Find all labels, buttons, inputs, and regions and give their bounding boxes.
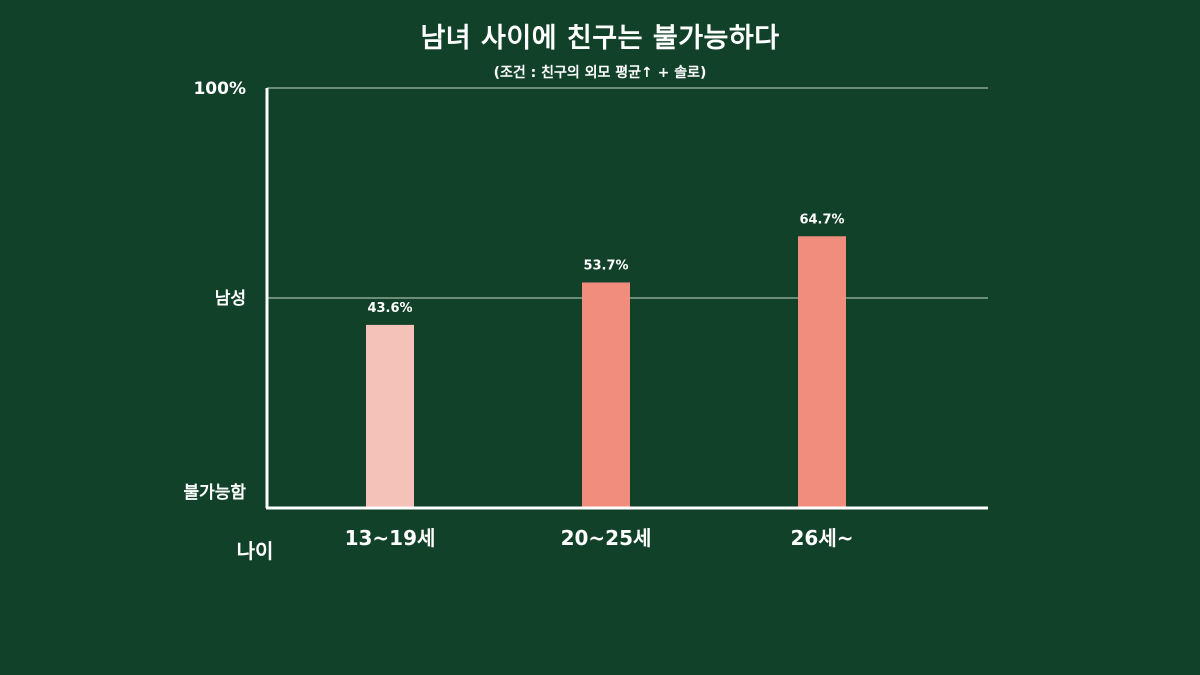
- chart-subtitle: (조건 : 친구의 외모 평균↑ + 솔로): [493, 65, 707, 81]
- y-tick-label: 100%: [193, 79, 246, 99]
- x-tick-label: 13~19세: [345, 526, 436, 550]
- bar-value-label: 64.7%: [799, 212, 844, 227]
- y-tick-label: 남성: [215, 289, 246, 309]
- x-tick-label: 20~25세: [561, 526, 652, 550]
- x-tick-label: 26세~: [791, 526, 854, 550]
- x-axis-title: 나이: [237, 539, 274, 563]
- bars: [366, 236, 846, 508]
- chart-title: 남녀 사이에 친구는 불가능하다: [420, 23, 780, 54]
- y-tick-label: 불가능함: [183, 482, 246, 503]
- bar: [582, 282, 630, 508]
- bar: [366, 324, 414, 508]
- axes: [265, 88, 988, 510]
- bar-value-label: 53.7%: [583, 258, 628, 273]
- bar-value-label: 43.6%: [367, 301, 412, 316]
- bar: [798, 236, 846, 508]
